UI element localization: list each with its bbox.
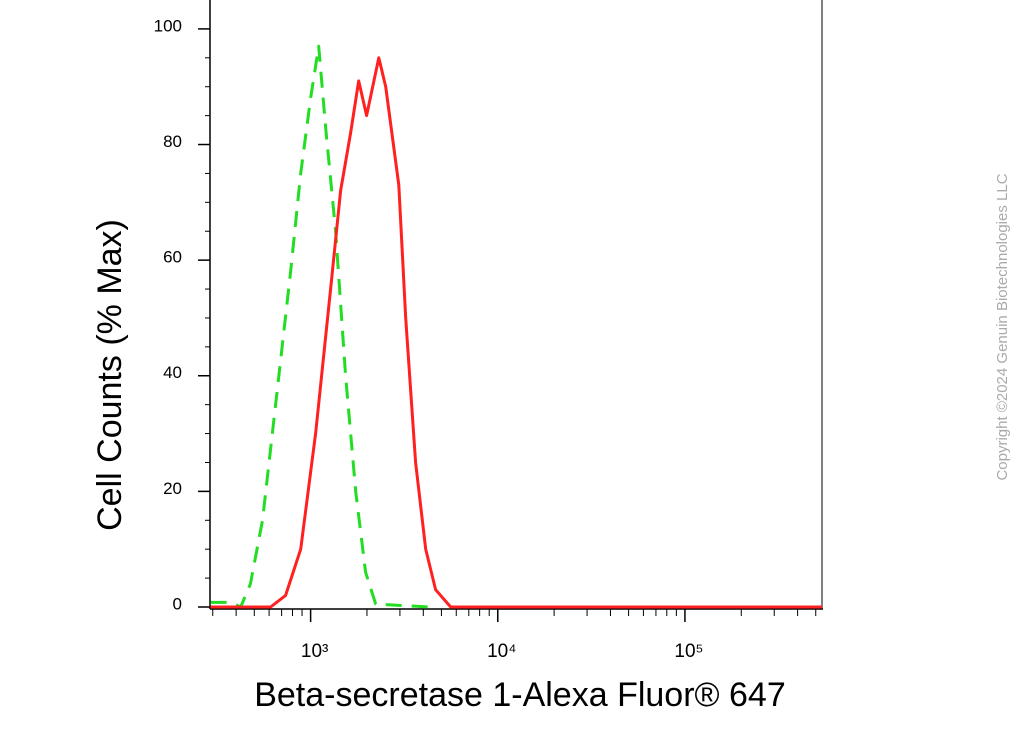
y-tick-label: 20 [163,479,182,498]
histogram-line [210,44,431,609]
y-axis-label: Cell Counts (% Max) [91,219,129,531]
y-tick-label: 60 [163,248,182,267]
x-axis-label: Beta-secretase 1-Alexa Fluor® 647 [254,676,786,714]
x-tick-label: 10⁴ [487,641,516,662]
y-tick-label: 80 [163,132,182,151]
histogram-line [210,56,822,609]
copyright: Copyright ©2024 Genuin Biotechnologies L… [994,173,1011,480]
x-tick-label: 10⁵ [674,641,703,662]
y-tick-label: 40 [163,363,182,382]
y-tick-label: 0 [173,594,182,613]
y-tick-label: 100 [154,16,182,35]
x-tick-label: 10³ [301,641,328,662]
